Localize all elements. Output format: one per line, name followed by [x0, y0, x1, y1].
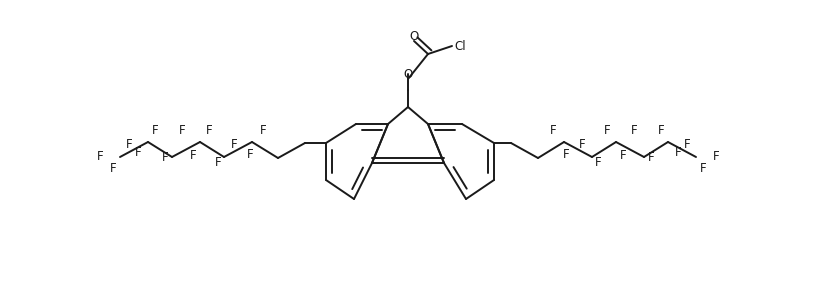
Text: F: F — [189, 149, 197, 161]
Text: F: F — [699, 161, 707, 174]
Text: F: F — [563, 147, 570, 161]
Text: F: F — [206, 123, 212, 137]
Text: F: F — [604, 123, 610, 137]
Text: F: F — [215, 156, 221, 169]
Text: F: F — [179, 123, 185, 137]
Text: F: F — [684, 138, 690, 150]
Text: F: F — [550, 123, 557, 137]
Text: F: F — [712, 150, 720, 162]
Text: F: F — [579, 138, 585, 150]
Text: F: F — [259, 123, 266, 137]
Text: F: F — [648, 150, 654, 164]
Text: F: F — [631, 123, 637, 137]
Text: F: F — [152, 123, 158, 137]
Text: F: F — [246, 147, 253, 161]
Text: F: F — [231, 138, 237, 150]
Text: F: F — [96, 150, 104, 162]
Text: F: F — [135, 146, 141, 158]
Text: F: F — [126, 138, 132, 150]
Text: F: F — [619, 149, 627, 161]
Text: O: O — [403, 68, 413, 80]
Text: O: O — [410, 29, 419, 42]
Text: F: F — [162, 150, 168, 164]
Text: F: F — [658, 123, 664, 137]
Text: Cl: Cl — [455, 40, 466, 52]
Text: F: F — [595, 156, 601, 169]
Text: F: F — [109, 161, 117, 174]
Text: F: F — [675, 146, 681, 158]
